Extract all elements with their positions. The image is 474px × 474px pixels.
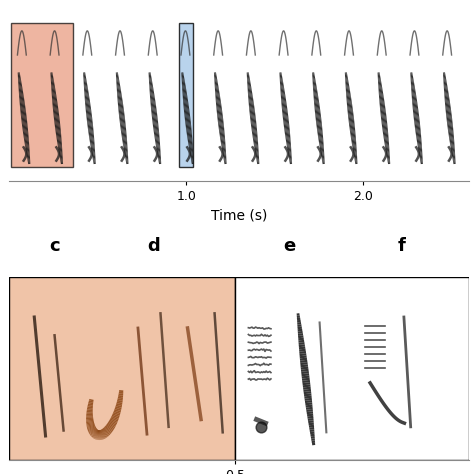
FancyBboxPatch shape — [11, 23, 73, 167]
FancyBboxPatch shape — [9, 277, 235, 460]
FancyBboxPatch shape — [179, 23, 193, 167]
X-axis label: Time (s): Time (s) — [211, 208, 267, 222]
FancyBboxPatch shape — [235, 277, 469, 460]
Text: d: d — [147, 237, 160, 255]
Point — [257, 423, 265, 430]
Text: f: f — [398, 237, 406, 255]
Text: e: e — [283, 237, 295, 255]
Text: c: c — [49, 237, 60, 255]
